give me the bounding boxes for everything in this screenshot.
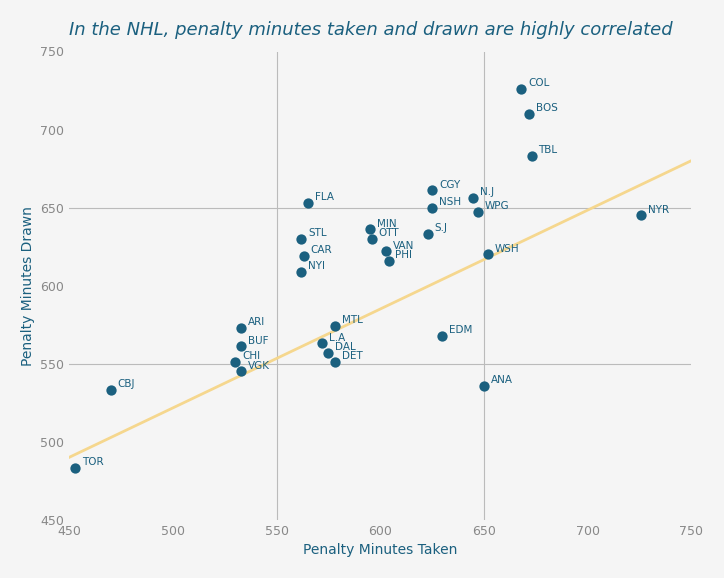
Text: WSH: WSH [495,244,520,254]
Point [295,234,307,243]
Point [70,464,81,473]
Point [426,203,438,212]
Text: NYI: NYI [308,261,325,271]
Text: PHI: PHI [395,250,413,260]
Point [636,211,647,220]
Point [437,331,448,340]
Point [105,386,117,395]
Text: DAL: DAL [335,342,356,352]
Point [230,357,241,366]
Text: BOS: BOS [536,103,558,113]
Point [316,339,328,348]
Text: L.A: L.A [329,332,345,343]
Text: ANA: ANA [491,375,513,385]
Point [235,367,247,376]
Text: CBJ: CBJ [118,379,135,390]
Point [235,342,247,351]
Text: CGY: CGY [439,180,460,190]
Point [323,348,334,357]
Point [482,250,494,259]
Text: STL: STL [308,228,327,238]
Text: EDM: EDM [450,325,473,335]
Text: DET: DET [342,351,362,361]
Point [468,194,479,203]
Text: N.J: N.J [481,187,494,198]
Y-axis label: Penalty Minutes Drawn: Penalty Minutes Drawn [21,206,35,365]
Text: TBL: TBL [539,145,557,155]
Text: CAR: CAR [311,245,332,255]
Text: ARI: ARI [248,317,266,327]
X-axis label: Penalty Minutes Taken: Penalty Minutes Taken [303,543,458,557]
Text: In the NHL, penalty minutes taken and drawn are highly correlated: In the NHL, penalty minutes taken and dr… [70,21,673,39]
Text: MIN: MIN [376,218,397,229]
Point [383,256,395,265]
Text: TOR: TOR [83,457,104,468]
Text: VGK: VGK [248,361,270,370]
Text: S.J: S.J [435,223,448,234]
Point [478,381,489,390]
Text: OTT: OTT [379,228,400,238]
Point [523,109,535,118]
Point [235,323,247,332]
Point [295,267,307,276]
Point [422,229,434,239]
Point [526,151,537,161]
Point [426,186,438,195]
Text: COL: COL [528,78,550,88]
Text: WPG: WPG [484,202,509,212]
Point [364,225,376,234]
Point [298,251,309,261]
Text: NSH: NSH [439,197,461,207]
Point [472,208,484,217]
Text: FLA: FLA [315,192,334,202]
Point [302,198,313,208]
Text: BUF: BUF [248,336,269,346]
Point [329,321,340,331]
Text: NYR: NYR [649,205,670,214]
Point [329,357,340,366]
Text: MTL: MTL [342,316,363,325]
Point [515,84,527,94]
Text: CHI: CHI [242,351,260,361]
Text: VAN: VAN [393,240,415,250]
Point [381,247,392,256]
Point [366,234,378,243]
